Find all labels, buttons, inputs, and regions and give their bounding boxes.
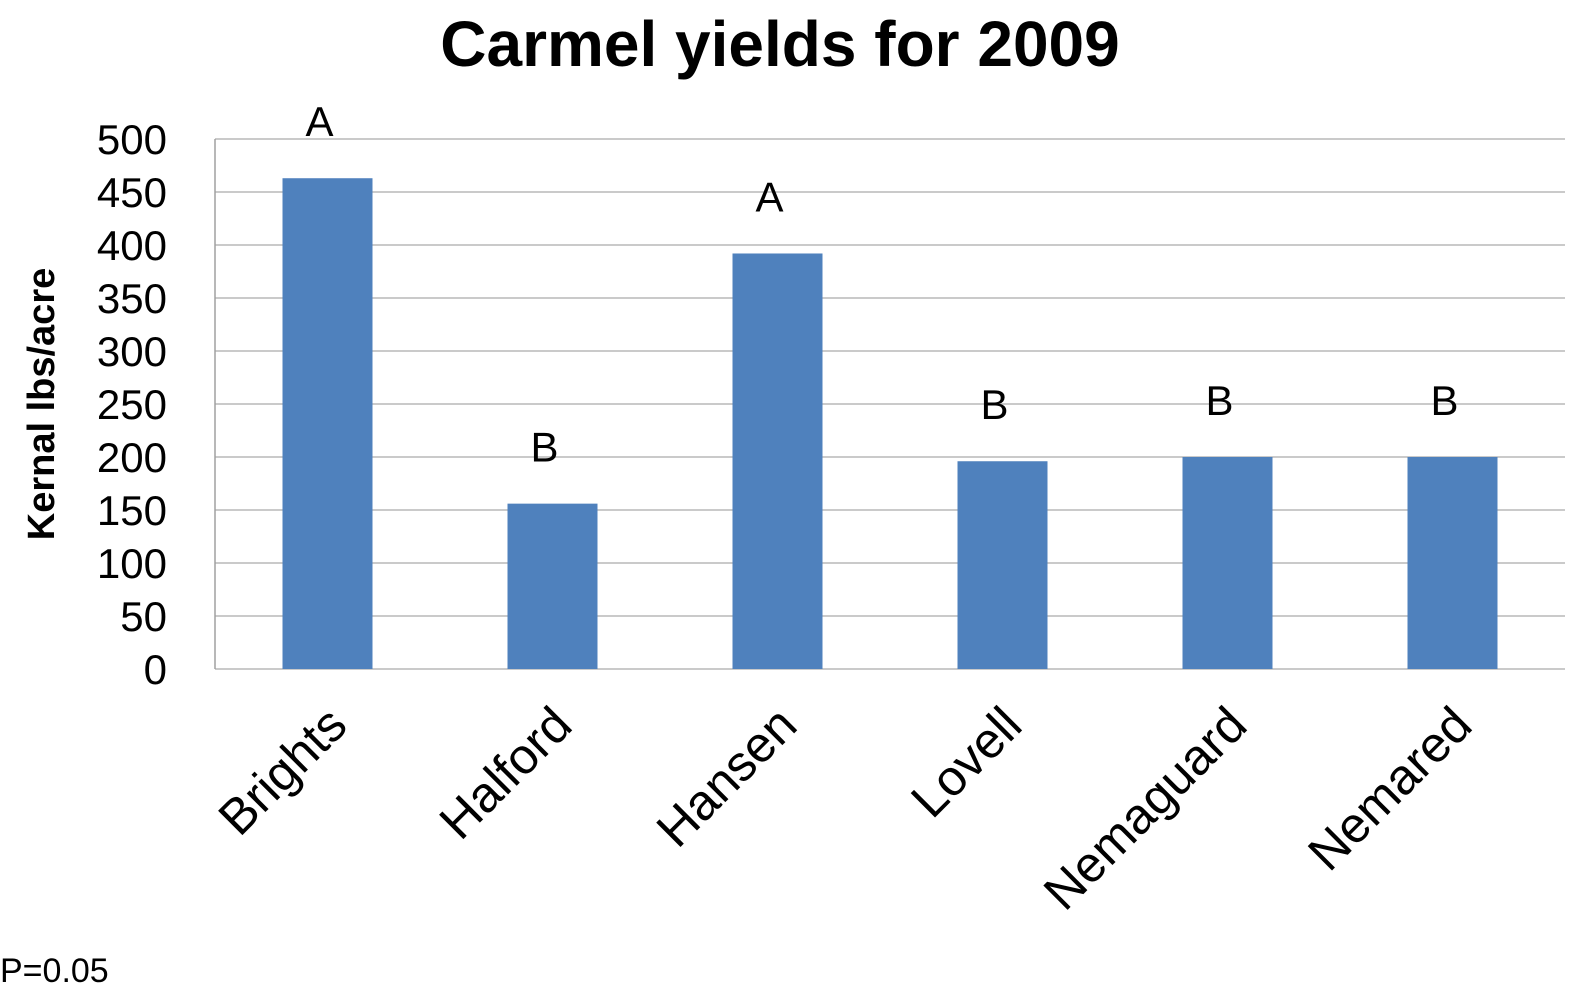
bar xyxy=(957,461,1048,669)
significance-letter: A xyxy=(755,173,783,220)
y-tick-label: 500 xyxy=(97,116,167,163)
bar xyxy=(1407,457,1498,669)
y-tick-label: 150 xyxy=(97,487,167,534)
y-tick-label: 200 xyxy=(97,434,167,481)
x-tick-label: Lovell xyxy=(900,696,1032,828)
x-tick-label: Halford xyxy=(429,696,583,850)
x-tick-label: Brights xyxy=(208,696,358,846)
y-tick-label: 100 xyxy=(97,540,167,587)
x-tick-label: Nemaguard xyxy=(1033,696,1257,920)
significance-letter: B xyxy=(530,424,558,471)
y-tick-label: 0 xyxy=(144,646,167,693)
x-tick-label: Nemared xyxy=(1297,696,1482,881)
bar xyxy=(282,178,373,669)
bar xyxy=(1182,457,1273,669)
y-tick-label: 50 xyxy=(120,593,167,640)
y-tick-label: 300 xyxy=(97,328,167,375)
significance-letter: B xyxy=(1205,377,1233,424)
significance-letter: A xyxy=(305,98,333,145)
bar xyxy=(732,253,823,670)
chart-title: Carmel yields for 2009 xyxy=(440,8,1119,80)
y-tick-label: 350 xyxy=(97,275,167,322)
significance-letter: B xyxy=(980,381,1008,428)
y-tick-label: 250 xyxy=(97,381,167,428)
y-tick-label: 450 xyxy=(97,169,167,216)
x-tick-label: Hansen xyxy=(646,696,807,857)
bar xyxy=(507,503,598,669)
y-tick-label: 400 xyxy=(97,222,167,269)
significance-letter: B xyxy=(1430,377,1458,424)
y-axis-label: Kernal lbs/acre xyxy=(21,268,63,540)
footnote: P=0.05 xyxy=(0,952,109,990)
